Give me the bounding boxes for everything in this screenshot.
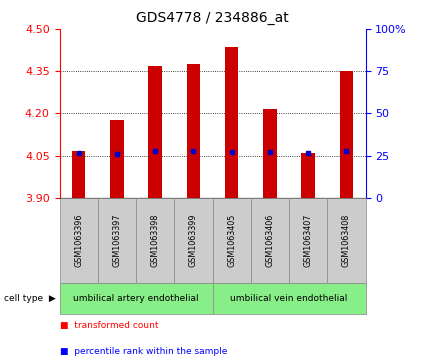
Bar [225,47,238,198]
Bar [187,64,200,198]
Text: GSM1063396: GSM1063396 [74,214,83,267]
Text: GSM1063397: GSM1063397 [112,214,122,267]
Bar [148,66,162,198]
Text: ■  percentile rank within the sample: ■ percentile rank within the sample [60,347,227,356]
Text: cell type  ▶: cell type ▶ [4,294,56,303]
Bar [110,121,124,198]
Bar [301,153,315,198]
Title: GDS4778 / 234886_at: GDS4778 / 234886_at [136,11,289,25]
Text: umbilical vein endothelial: umbilical vein endothelial [230,294,348,303]
Text: GSM1063405: GSM1063405 [227,214,236,267]
Text: GSM1063399: GSM1063399 [189,214,198,267]
Bar [263,109,277,198]
Bar [72,151,85,198]
Text: GSM1063406: GSM1063406 [265,214,275,267]
Text: umbilical artery endothelial: umbilical artery endothelial [73,294,199,303]
Text: GSM1063407: GSM1063407 [303,214,313,267]
Text: GSM1063398: GSM1063398 [150,214,160,267]
Bar [340,71,353,198]
Text: ■  transformed count: ■ transformed count [60,321,158,330]
Text: GSM1063408: GSM1063408 [342,214,351,267]
